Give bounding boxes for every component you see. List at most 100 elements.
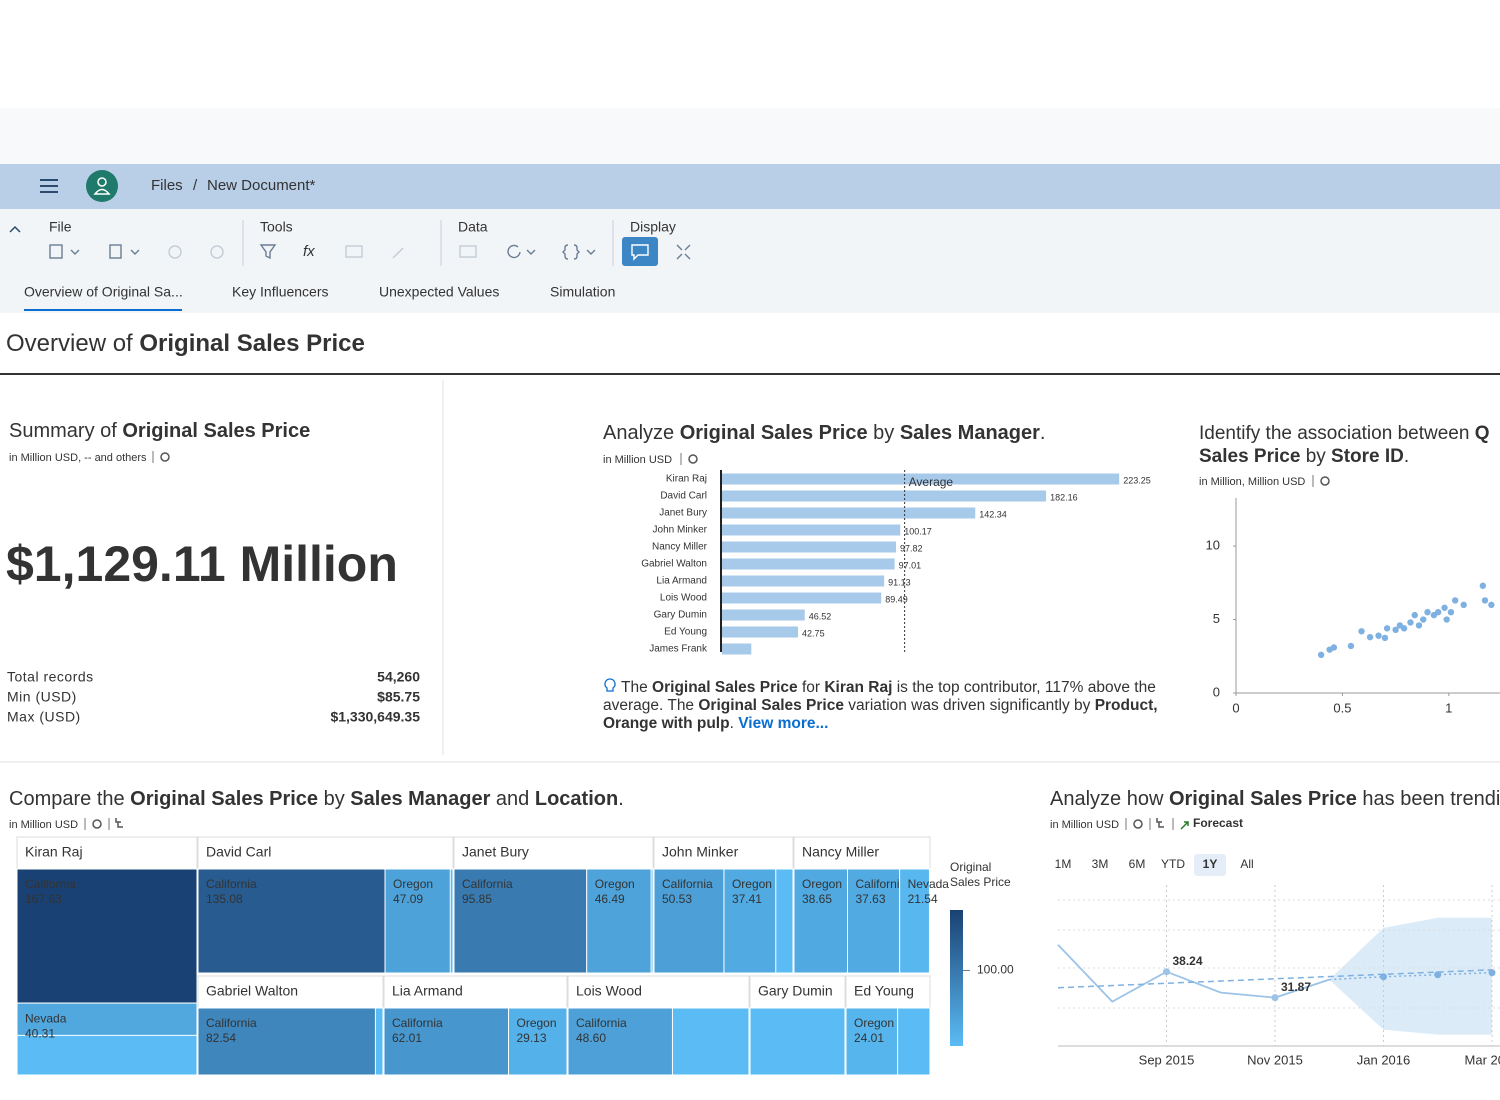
page-title-run: Original Sales Price <box>139 330 364 357</box>
insight-run: Original Sales Price <box>652 679 798 696</box>
settings-icon[interactable] <box>1133 819 1143 829</box>
category-label: Lia Armand <box>656 576 707 587</box>
chart-title-run: Q <box>1475 423 1490 444</box>
chart-title-run: Sales Manager <box>900 422 1040 444</box>
bar <box>722 473 1120 485</box>
cell-value: 167.63 <box>25 892 62 906</box>
point <box>1415 622 1423 629</box>
view-more-link[interactable]: View more... <box>738 715 829 732</box>
settings-icon[interactable] <box>1320 476 1330 486</box>
value-label: 42.75 <box>802 628 825 638</box>
range-button[interactable]: 1M <box>1055 857 1072 871</box>
cell-value: 46.49 <box>595 892 625 906</box>
range-button[interactable]: 6M <box>1129 857 1146 871</box>
group-label: Gabriel Walton <box>206 983 298 999</box>
range-button[interactable]: YTD <box>1161 857 1185 871</box>
value-label: 97.82 <box>900 543 923 553</box>
point <box>1441 604 1448 611</box>
category-label: John Minker <box>653 525 708 536</box>
chart-title: Analyze how Original Sales Price has bee… <box>1050 788 1500 810</box>
category-label: Ed Young <box>664 627 707 638</box>
point <box>1411 611 1418 619</box>
breadcrumb-current: New Document* <box>207 177 316 194</box>
range-button[interactable]: 3M <box>1092 857 1109 871</box>
value-label: 89.49 <box>885 594 908 604</box>
cell-label: Nevada <box>25 1011 67 1025</box>
value-label: 97.01 <box>899 560 922 570</box>
bar <box>722 507 976 519</box>
point <box>1443 616 1450 623</box>
stat-label: Total records <box>7 669 94 685</box>
chart-title: Identify the association between Q <box>1199 423 1489 444</box>
cell-label: Oregon <box>732 877 772 891</box>
bar <box>722 643 752 655</box>
point <box>1407 619 1414 626</box>
insight-run: . <box>729 715 739 732</box>
avatar-icon <box>97 177 107 187</box>
cell-label: California <box>206 1016 257 1030</box>
value-label: 46.52 <box>809 611 832 621</box>
hierarchy-icon[interactable] <box>115 818 123 828</box>
breadcrumb-link[interactable]: Files <box>151 177 183 194</box>
cell-label: California <box>576 1016 627 1030</box>
treemap-cell <box>453 868 588 974</box>
legend-tick-label: 100.00 <box>977 963 1014 977</box>
insight-run: The <box>621 679 653 696</box>
settings-icon[interactable] <box>92 819 102 829</box>
cell-value: 37.63 <box>856 892 886 906</box>
fx-icon: fx <box>303 243 315 260</box>
value-label: 142.34 <box>979 509 1007 519</box>
point <box>1392 626 1399 634</box>
point <box>1347 642 1355 650</box>
stat-value: $85.75 <box>377 689 420 705</box>
stat-label: Min (USD) <box>7 689 77 705</box>
chart-subtitle: in Million USD <box>9 819 78 831</box>
range-button[interactable]: All <box>1240 857 1253 871</box>
cell-value: 95.85 <box>462 892 492 906</box>
treemap-header <box>383 975 568 1009</box>
settings-icon[interactable] <box>688 454 698 464</box>
x-tick-label: Jan 2016 <box>1357 1052 1411 1067</box>
insight-run: is the top contributor, 117% above the a… <box>603 679 1156 714</box>
insight-run: Product, Orange with pulp <box>603 697 1158 732</box>
group-label: Janet Bury <box>462 844 529 860</box>
tab[interactable]: Overview of Original Sa... <box>24 284 183 300</box>
group-label: Lois Wood <box>576 983 642 999</box>
tab[interactable]: Key Influencers <box>232 284 329 300</box>
treemap-cell <box>847 868 901 974</box>
x-tick-label: Mar 2016 <box>1465 1052 1500 1067</box>
point <box>1434 608 1442 616</box>
bar <box>722 609 805 621</box>
forecast-toggle[interactable]: Forecast <box>1193 816 1243 830</box>
range-button[interactable]: 1Y <box>1203 857 1218 871</box>
hierarchy-icon[interactable] <box>1156 818 1164 828</box>
chart-title: Sales Price by Store ID. <box>1199 446 1409 467</box>
bar <box>722 558 895 570</box>
point <box>1488 601 1495 609</box>
window-chrome <box>0 108 1500 164</box>
cell-value: 38.65 <box>802 892 832 906</box>
x-tick-label: Nov 2015 <box>1247 1052 1303 1067</box>
category-label: James Frank <box>649 644 708 655</box>
menu-button[interactable] <box>40 179 58 193</box>
tab[interactable]: Simulation <box>550 284 615 300</box>
stat-value: $1,330,649.35 <box>330 709 420 725</box>
toolbar-icons[interactable]: fx <box>49 243 691 260</box>
insight-run: Original Sales Price <box>698 697 844 714</box>
group-label: Kiran Raj <box>25 844 83 860</box>
settings-icon[interactable] <box>160 452 170 462</box>
range-selected <box>1194 854 1226 876</box>
point <box>1317 651 1325 658</box>
chart-title-run: by <box>1300 446 1331 467</box>
collapse-button[interactable] <box>9 225 21 233</box>
x-tick-label: Sep 2015 <box>1139 1052 1195 1067</box>
cell-label: California <box>206 877 257 891</box>
insight-run: Kiran Raj <box>824 679 893 696</box>
chart-title-run: Compare the <box>9 788 130 810</box>
cell-label: California <box>25 877 76 891</box>
tab[interactable]: Unexpected Values <box>379 284 499 300</box>
treemap-cell <box>653 868 725 974</box>
comment-toggle[interactable] <box>622 237 658 266</box>
chart-title: Compare the Original Sales Price by Sale… <box>9 788 624 810</box>
